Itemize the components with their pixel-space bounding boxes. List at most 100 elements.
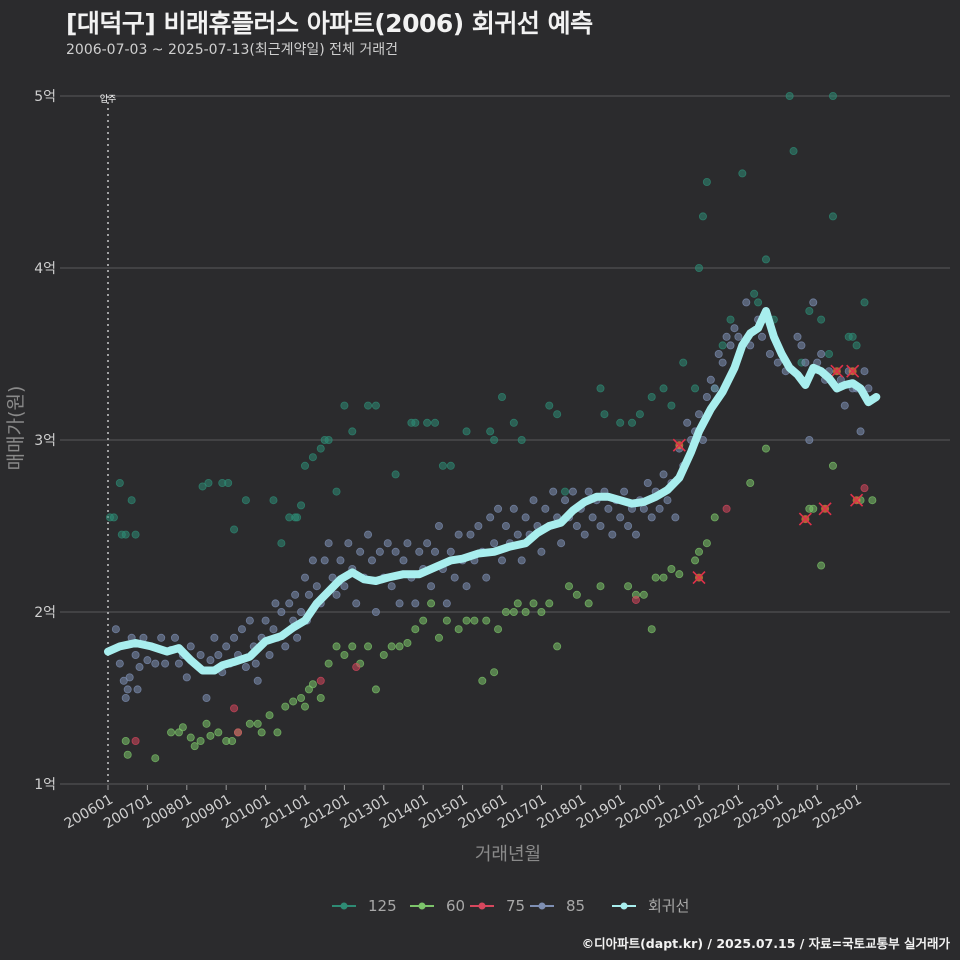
- point-85: [395, 599, 404, 608]
- point-60: [442, 616, 451, 625]
- point-85: [206, 656, 215, 665]
- point-125: [553, 410, 562, 419]
- point-125: [789, 147, 798, 156]
- point-125: [761, 255, 770, 264]
- point-85: [324, 539, 333, 548]
- point-125: [628, 418, 637, 427]
- point-85: [608, 530, 617, 539]
- point-60: [196, 737, 205, 746]
- legend-swatch-dot: [478, 902, 486, 910]
- cancelled-x: [850, 493, 864, 507]
- point-85: [454, 530, 463, 539]
- cancelled-trade-marks: [672, 364, 864, 585]
- point-60: [308, 680, 317, 689]
- point-60: [761, 444, 770, 453]
- legend: 125 60 75 85 회귀선: [332, 897, 689, 915]
- point-85: [856, 427, 865, 436]
- point-85: [643, 478, 652, 487]
- point-85: [174, 659, 183, 668]
- point-60: [167, 728, 176, 737]
- point-85: [196, 651, 205, 660]
- point-125: [596, 384, 605, 393]
- point-60: [647, 625, 656, 634]
- point-85: [387, 582, 396, 591]
- point-85: [375, 547, 384, 556]
- cancelled-trade-mark: [850, 493, 864, 507]
- point-125: [109, 513, 118, 522]
- axis-labels: 1억2억3억4억5억200601200701200801200901201001…: [5, 89, 865, 865]
- point-85: [237, 625, 246, 634]
- point-60: [710, 513, 719, 522]
- point-60: [482, 616, 491, 625]
- point-85: [344, 539, 353, 548]
- point-85: [655, 504, 664, 513]
- point-60: [434, 633, 443, 642]
- point-75: [230, 704, 239, 713]
- point-60: [584, 599, 593, 608]
- point-125: [332, 487, 341, 496]
- point-85: [509, 504, 518, 513]
- point-125: [324, 435, 333, 444]
- point-85: [121, 694, 130, 703]
- point-60: [190, 742, 199, 751]
- cancelled-trade-mark: [692, 571, 706, 585]
- point-60: [809, 504, 818, 513]
- point-85: [383, 539, 392, 548]
- point-85: [805, 435, 814, 444]
- point-85: [557, 539, 566, 548]
- point-85: [604, 504, 613, 513]
- point-85: [702, 392, 711, 401]
- point-85: [399, 556, 408, 565]
- point-85: [624, 522, 633, 531]
- cancelled-trade-mark: [818, 502, 832, 516]
- point-125: [269, 496, 278, 505]
- point-60: [419, 616, 428, 625]
- point-85: [241, 663, 250, 672]
- point-85: [718, 358, 727, 367]
- point-125: [691, 384, 700, 393]
- point-125: [348, 427, 357, 436]
- point-125: [297, 501, 306, 510]
- point-85: [434, 522, 443, 531]
- point-85: [123, 685, 132, 694]
- point-85: [529, 496, 538, 505]
- move-in-line: 입주: [100, 93, 116, 784]
- point-125: [391, 470, 400, 479]
- point-85: [415, 547, 424, 556]
- point-125: [635, 410, 644, 419]
- point-60: [364, 642, 373, 651]
- point-85: [297, 608, 306, 617]
- x-axis-title: 거래년월: [475, 844, 541, 865]
- point-60: [695, 547, 704, 556]
- point-125: [340, 401, 349, 410]
- point-125: [695, 263, 704, 272]
- point-60: [462, 616, 471, 625]
- point-85: [411, 599, 420, 608]
- regression-line: [104, 307, 881, 675]
- point-60: [454, 625, 463, 634]
- legend-swatch-dot: [620, 902, 628, 910]
- point-85: [537, 547, 546, 556]
- point-85: [817, 349, 826, 358]
- point-125: [718, 341, 727, 350]
- cancelled-trade-mark: [798, 512, 812, 526]
- point-85: [214, 651, 223, 660]
- point-75: [131, 737, 140, 746]
- point-85: [706, 375, 715, 384]
- point-60: [659, 573, 668, 582]
- legend-label: 85: [566, 897, 585, 915]
- point-85: [801, 358, 810, 367]
- point-125: [241, 496, 250, 505]
- point-85: [186, 642, 195, 651]
- point-85: [281, 642, 290, 651]
- point-60: [121, 737, 130, 746]
- point-85: [427, 582, 436, 591]
- point-85: [765, 349, 774, 358]
- legend-swatch-dot: [538, 902, 546, 910]
- point-85: [356, 547, 365, 556]
- point-85: [161, 659, 170, 668]
- legend-item-75: 75: [470, 897, 525, 915]
- transaction-points: [105, 92, 877, 763]
- point-125: [828, 212, 837, 221]
- point-125: [490, 435, 499, 444]
